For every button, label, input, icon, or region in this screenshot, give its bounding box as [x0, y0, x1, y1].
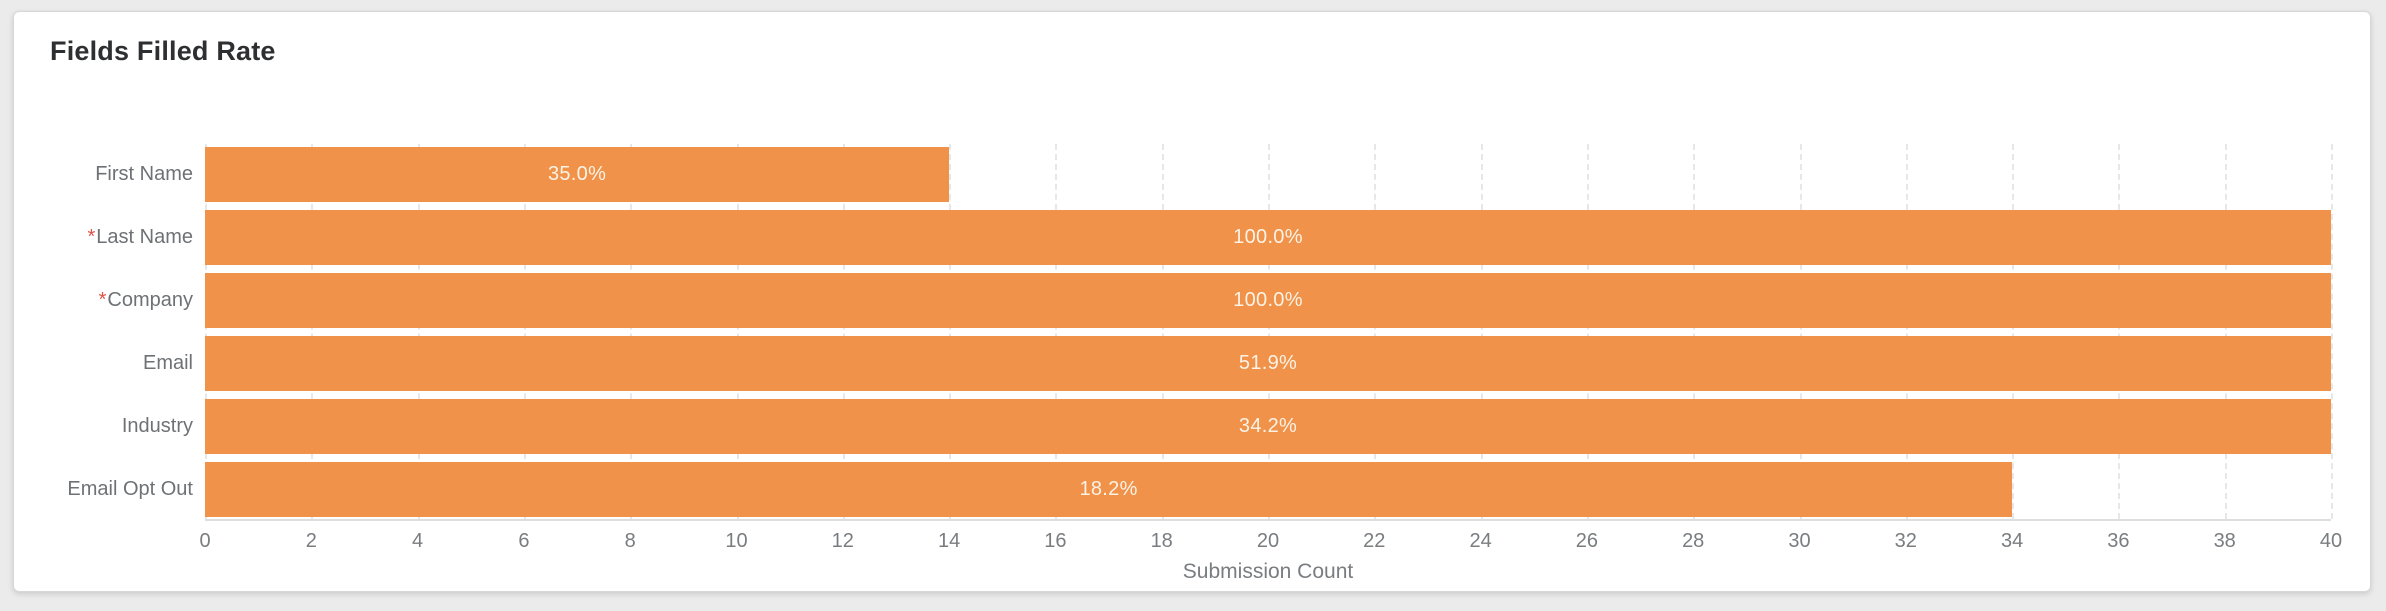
gridline — [630, 144, 633, 519]
gridline — [1268, 144, 1270, 519]
gridline — [1693, 144, 1696, 519]
gridline — [842, 144, 845, 519]
category-label-text: First Name — [95, 163, 193, 185]
category-label-first-name: First Name — [34, 147, 193, 202]
gridline — [736, 144, 739, 519]
x-axis-tick-label: 14 — [937, 530, 961, 552]
required-asterisk: * — [87, 226, 96, 248]
category-label-text: Email Opt Out — [67, 478, 193, 500]
required-asterisk: * — [98, 289, 107, 311]
x-axis-tick-label: 38 — [2213, 530, 2236, 552]
x-axis-tick-label: 20 — [1256, 530, 1280, 552]
gridline — [2118, 144, 2121, 519]
bar-value-label: 35.0% — [547, 163, 607, 185]
chart-bar-last-name[interactable]: 100.0% — [205, 210, 2331, 265]
x-axis-tick-label: 2 — [305, 530, 317, 552]
gridlines-layer — [205, 144, 2333, 521]
chart-bar-industry[interactable]: 34.2% — [205, 399, 2331, 454]
bar-value-label: 34.2% — [1238, 415, 1298, 437]
plot-area: 35.0% 100.0% 100.0% 51.9% 34.2% 18.2% — [205, 144, 2333, 521]
gridline — [1799, 144, 1802, 519]
gridline — [1905, 144, 1908, 519]
x-axis-tick-label: 8 — [624, 530, 636, 552]
category-label-text: Email — [142, 352, 193, 374]
category-label-email: Email — [34, 336, 193, 391]
x-axis-tick-label: 12 — [831, 530, 854, 552]
gridline — [949, 144, 952, 519]
x-axis-tick-label: 28 — [1682, 530, 1705, 552]
category-label-company: *Company — [34, 273, 193, 328]
gridline — [1374, 144, 1377, 519]
x-axis-tick-label: 4 — [412, 530, 424, 552]
gridline — [2012, 144, 2015, 519]
x-axis-tick-label: 36 — [2107, 530, 2130, 552]
x-axis-tick-label: 10 — [725, 530, 748, 552]
x-axis-title: Submission Count — [1182, 560, 1354, 583]
category-label-text: Industry — [121, 415, 193, 437]
gridline — [311, 144, 314, 519]
gridline — [2224, 144, 2227, 519]
gridline — [1480, 144, 1483, 519]
x-axis-tick-label: 32 — [1894, 530, 1917, 552]
chart-bar-email[interactable]: 51.9% — [205, 336, 2331, 391]
x-axis-tick-label: 22 — [1363, 530, 1386, 552]
bar-value-label: 100.0% — [1233, 226, 1303, 248]
gridline — [417, 144, 420, 519]
category-label-text: Last Name — [96, 226, 193, 248]
x-axis-line — [205, 519, 2331, 521]
x-axis-tick-label: 6 — [518, 530, 530, 552]
chart-bar-first-name[interactable]: 35.0% — [205, 147, 950, 202]
chart-card: Fields Filled Rate 35.0% 100.0% 100.0% 51.9… — [13, 11, 2371, 592]
bar-value-label: 100.0% — [1233, 289, 1303, 311]
x-axis-tick-label: 18 — [1150, 530, 1173, 552]
x-axis-tick-label: 24 — [1469, 530, 1492, 552]
chart-bar-company[interactable]: 100.0% — [205, 273, 2331, 328]
chart-title: Fields Filled Rate — [50, 36, 276, 66]
gridline — [1161, 144, 1164, 519]
chart-bar-email-opt-out[interactable]: 18.2% — [205, 462, 2013, 517]
bars-layer: 35.0% 100.0% 100.0% 51.9% 34.2% 18.2% — [205, 144, 2331, 521]
gridline — [1586, 144, 1589, 519]
gridline — [1055, 144, 1058, 519]
category-label-industry: Industry — [34, 399, 193, 454]
x-axis-tick-label: 30 — [1788, 530, 1811, 552]
x-axis-tick-label: 34 — [2000, 530, 2024, 552]
x-axis-tick-label: 40 — [2319, 530, 2343, 552]
gridline — [205, 144, 207, 519]
bar-value-label: 18.2% — [1079, 478, 1138, 500]
category-label-last-name: *Last Name — [34, 210, 193, 265]
x-axis-tick-label: 26 — [1575, 530, 1599, 552]
gridline — [523, 144, 526, 519]
bar-value-label: 51.9% — [1238, 352, 1298, 374]
gridline — [2331, 144, 2333, 519]
category-label-text: Company — [107, 289, 193, 311]
x-axis-tick-label: 0 — [199, 530, 211, 552]
category-label-email-opt-out: Email Opt Out — [34, 462, 193, 517]
x-axis-tick-label: 16 — [1044, 530, 1067, 552]
